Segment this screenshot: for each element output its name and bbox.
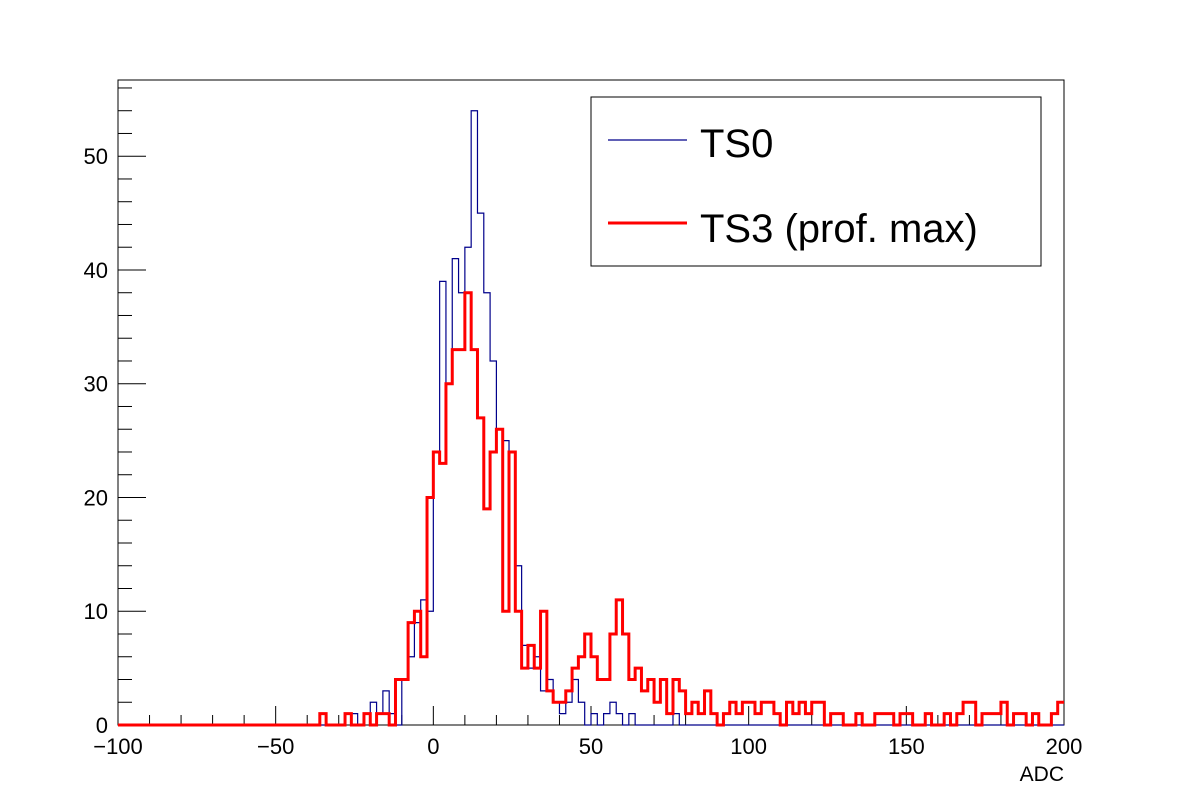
y-tick-label: 30 bbox=[84, 372, 108, 397]
y-tick-label: 20 bbox=[84, 485, 108, 510]
x-tick-label: −50 bbox=[257, 734, 294, 759]
series-layer bbox=[118, 110, 1064, 727]
y-tick-label: 0 bbox=[96, 713, 108, 738]
y-tick-label: 10 bbox=[84, 599, 108, 624]
x-tick-label: 50 bbox=[579, 734, 603, 759]
axis-tick-labels: −100 −50 0 50 100 150 200 0 10 20 30 40 50 bbox=[84, 144, 1083, 759]
y-tick-label: 40 bbox=[84, 258, 108, 283]
legend-label-ts0: TS0 bbox=[700, 122, 773, 166]
x-tick-label: 200 bbox=[1046, 734, 1083, 759]
x-tick-label: 0 bbox=[427, 734, 439, 759]
series-line-ts3 bbox=[118, 291, 1064, 727]
x-tick-label: 100 bbox=[730, 734, 767, 759]
x-tick-label: −100 bbox=[93, 734, 143, 759]
x-tick-label: 150 bbox=[888, 734, 925, 759]
legend-box bbox=[590, 96, 1042, 267]
legend-label-ts3: TS3 (prof. max) bbox=[700, 207, 978, 251]
y-tick-label: 50 bbox=[84, 144, 108, 169]
legend: TS0 TS3 (prof. max) bbox=[590, 96, 1042, 267]
x-axis-label: ADC bbox=[1020, 763, 1064, 786]
